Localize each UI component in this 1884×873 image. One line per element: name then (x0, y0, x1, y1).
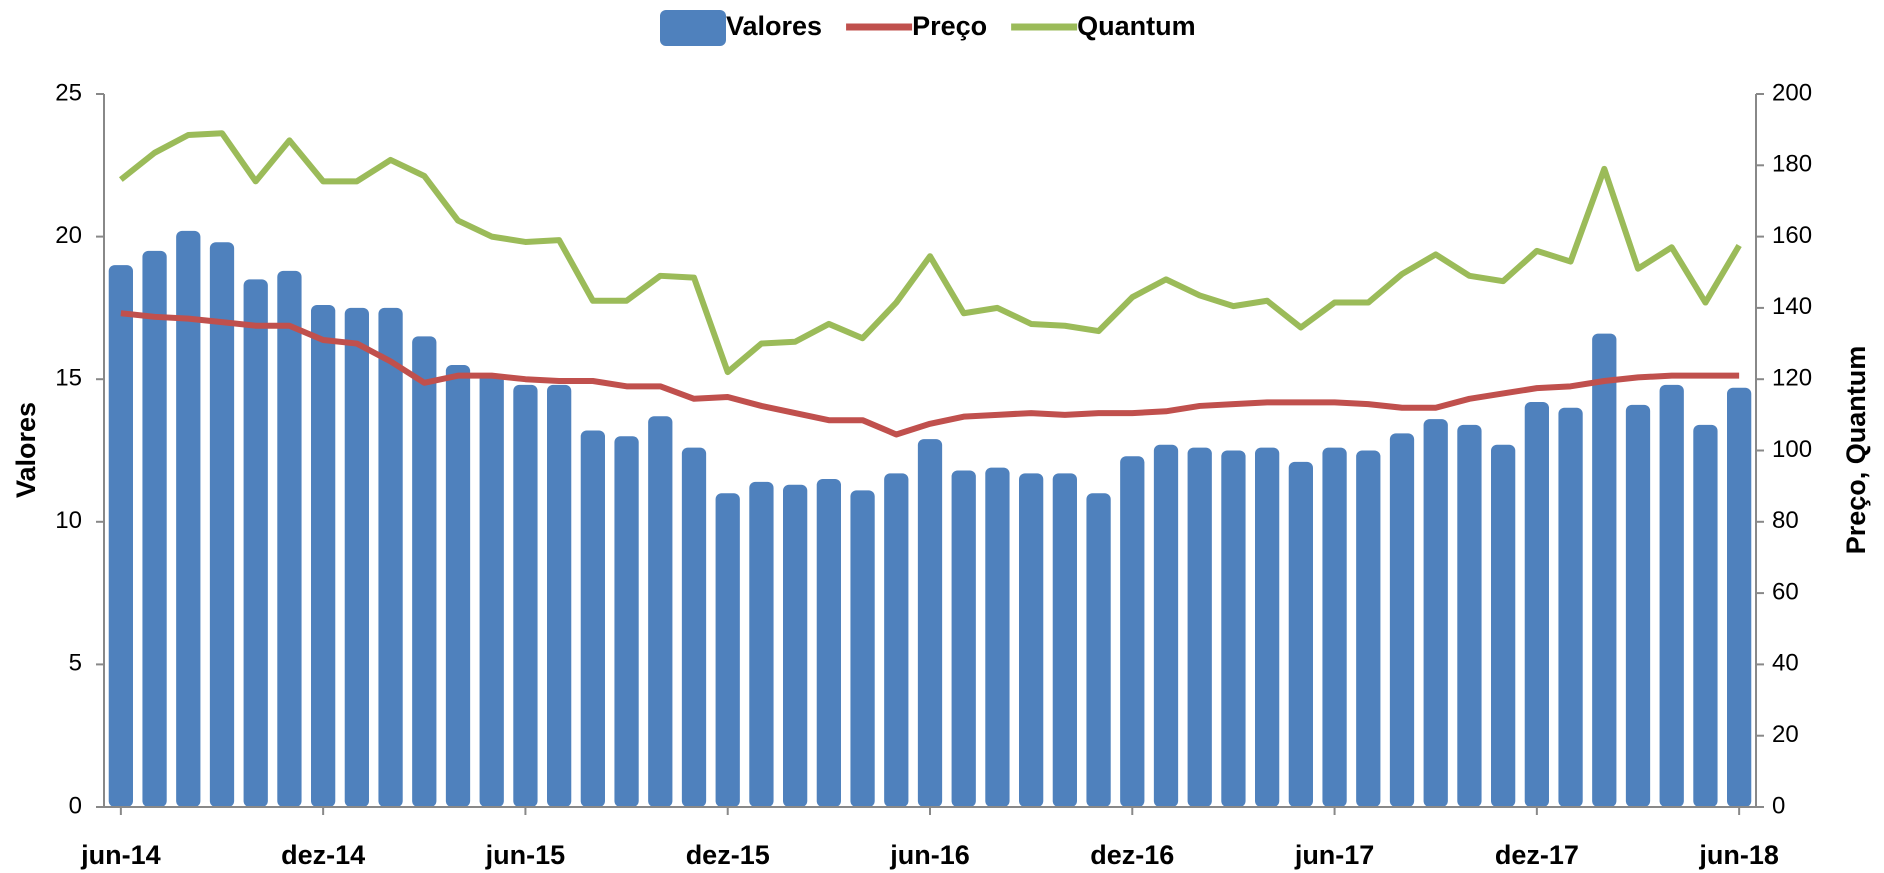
bar (1052, 473, 1077, 807)
x-tick-label: dez-15 (686, 840, 770, 870)
bar (1558, 407, 1583, 807)
x-tick-label: dez-14 (281, 840, 365, 870)
y-tick-label: 15 (55, 365, 82, 392)
bar (715, 493, 740, 807)
legend-label: Quantum (1077, 11, 1196, 41)
bar (1693, 424, 1718, 807)
x-tick-label: jun-14 (80, 840, 161, 870)
bar (614, 436, 639, 807)
bar (412, 336, 437, 807)
y2-tick-label: 20 (1772, 721, 1799, 748)
y2-tick-label: 0 (1772, 792, 1785, 819)
bar (749, 481, 774, 807)
bar (243, 279, 268, 807)
bar (648, 416, 673, 807)
bar (108, 265, 133, 807)
bar (479, 373, 504, 807)
bar (1727, 387, 1752, 807)
bar (1019, 473, 1044, 807)
bar (547, 384, 572, 807)
y-tick-label: 25 (55, 79, 82, 106)
bar (1153, 444, 1179, 807)
bar (176, 230, 201, 807)
y2-tick-label: 180 (1772, 151, 1812, 178)
x-tick-label: jun-18 (1698, 840, 1779, 870)
line-series (120, 310, 1740, 438)
y2-tick-label: 200 (1772, 79, 1812, 106)
y-axis-title: Valores (11, 402, 41, 498)
bar (1255, 447, 1280, 807)
bar (951, 470, 976, 807)
y-tick-label: 20 (55, 222, 82, 249)
legend-swatch (660, 10, 726, 46)
y2-tick-label: 80 (1772, 507, 1799, 534)
y-tick-label: 0 (69, 792, 82, 819)
bar (277, 270, 302, 808)
bar (1356, 450, 1381, 807)
y2-axis-title: Preço, Quantum (1841, 346, 1871, 555)
x-tick-label: jun-17 (1294, 840, 1375, 870)
bar (1187, 447, 1212, 807)
bar (1592, 333, 1617, 807)
bar (445, 364, 471, 807)
bar (1086, 493, 1111, 807)
x-tick-label: dez-17 (1495, 840, 1579, 870)
bar (1659, 384, 1684, 807)
y2-tick-label: 120 (1772, 365, 1812, 392)
bar (513, 384, 538, 807)
bar (985, 467, 1010, 807)
bar (378, 307, 403, 807)
bar (580, 430, 605, 807)
line-series (118, 130, 1742, 376)
bar (142, 250, 167, 808)
legend-label: Preço (912, 11, 987, 41)
bar (1288, 461, 1313, 807)
bar (209, 242, 235, 807)
x-tick-label: jun-15 (485, 840, 566, 870)
bar (1524, 402, 1549, 807)
bar (850, 490, 875, 807)
y2-tick-label: 60 (1772, 578, 1799, 605)
y2-tick-label: 160 (1772, 222, 1812, 249)
bar (1120, 456, 1145, 807)
bar (1322, 447, 1347, 807)
bar (884, 473, 909, 807)
x-tick-label: jun-16 (889, 840, 970, 870)
bar (681, 447, 707, 807)
bar (1423, 419, 1448, 807)
bar (311, 305, 336, 807)
bar (816, 479, 841, 807)
x-tick-label: dez-16 (1090, 840, 1174, 870)
y2-tick-label: 140 (1772, 293, 1812, 320)
bar (783, 484, 808, 807)
bar (917, 439, 943, 807)
y-tick-label: 5 (69, 650, 82, 677)
y2-tick-label: 100 (1772, 436, 1812, 463)
bar (1457, 424, 1482, 807)
bar (1491, 444, 1516, 807)
bar (1625, 404, 1651, 807)
legend-label: Valores (726, 11, 822, 41)
bar (1221, 450, 1246, 807)
bar (344, 307, 369, 807)
bar (1389, 433, 1415, 807)
y-tick-label: 10 (55, 507, 82, 534)
y2-tick-label: 40 (1772, 650, 1799, 677)
